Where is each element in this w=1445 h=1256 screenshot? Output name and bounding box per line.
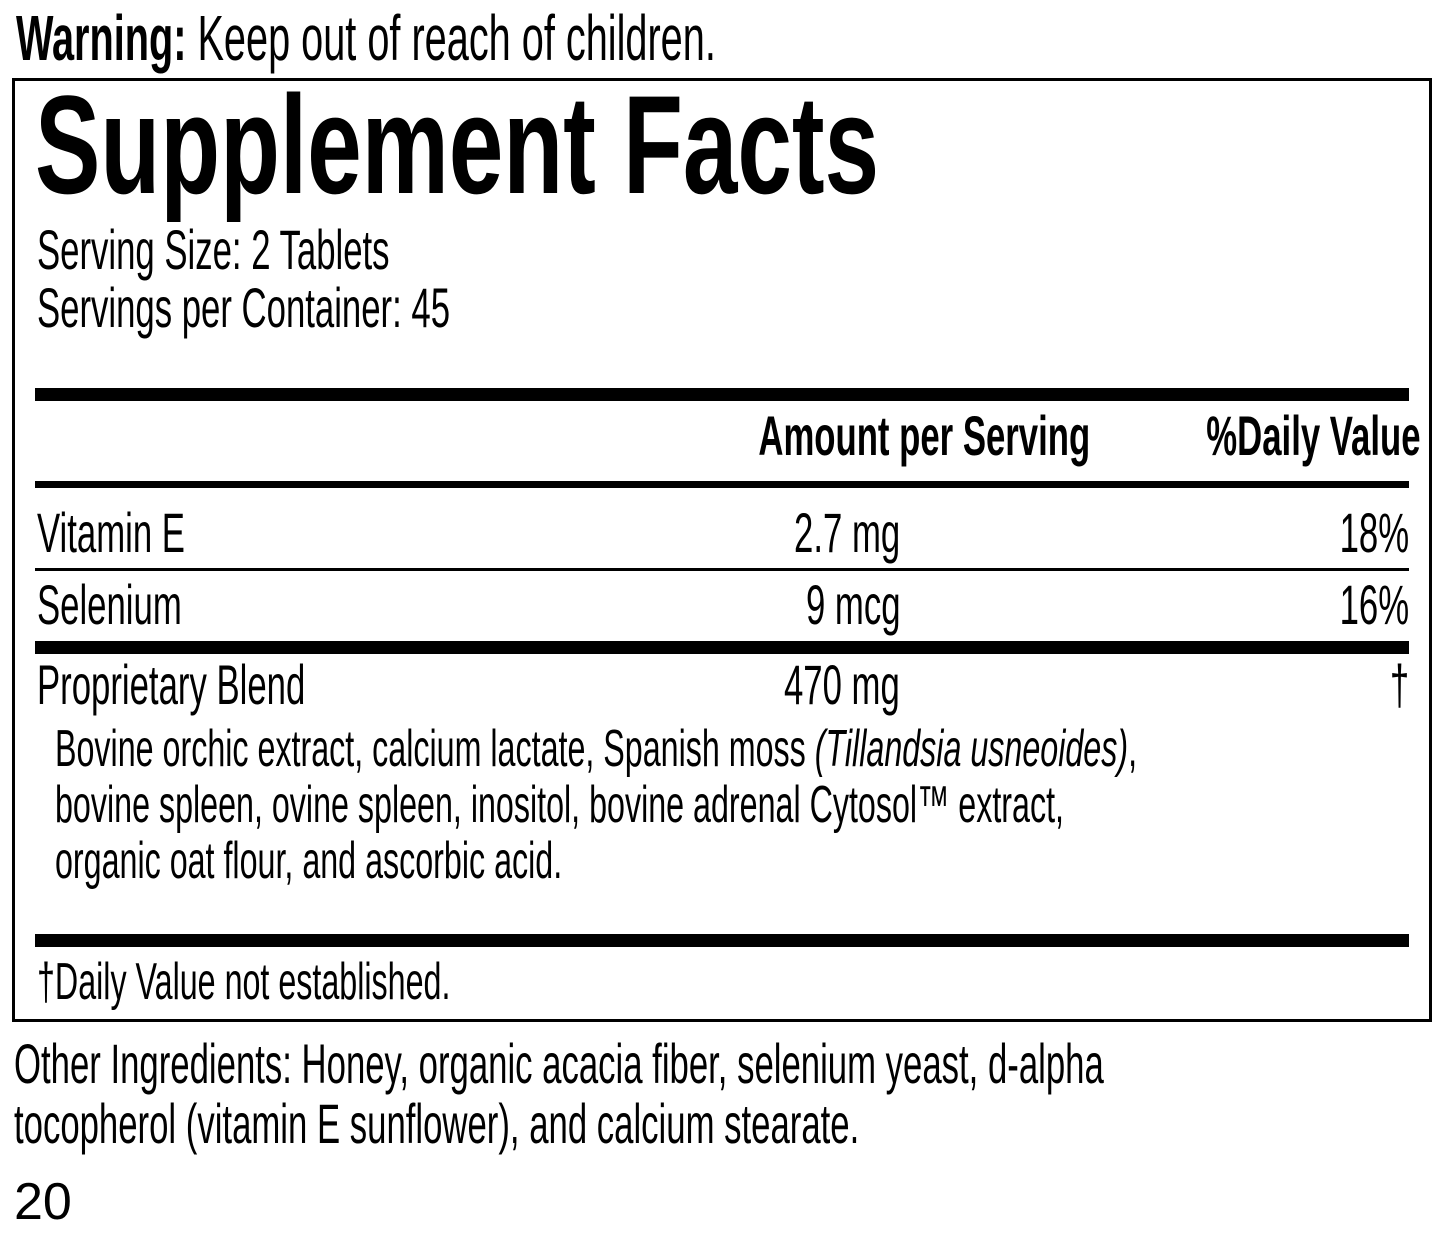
supplement-facts-title: Supplement Facts [35,66,1415,223]
other-ingredients-line-2: tocopherol (vitamin E sunflower), and ca… [14,1094,1434,1154]
blend-line-1-italic: (Tillandsia usneoides) [814,720,1129,778]
rule-above-headers [35,388,1409,401]
nutrient-row-dv-vitamin-e: 18% [1015,499,1409,567]
page-number: 20 [14,1173,72,1231]
blend-ingredients: Bovine orchic extract, calcium lactate, … [55,721,1405,889]
blend-ingredients-line-3: organic oat flour, and ascorbic acid. [55,833,1405,889]
blend-line-2-pre: bovine spleen, ovine spleen, inositol, b… [55,776,1064,834]
supplement-facts-box: Supplement Facts Serving Size: 2 Tablets… [12,66,1432,1022]
blend-amount: 470 mg [784,653,900,716]
header-amount-per-serving-text: Amount per Serving [758,404,1091,467]
warning-label: Warning: [16,2,187,74]
blend-row-dv: † [1015,651,1409,719]
supplement-facts-title-text: Supplement Facts [35,66,880,223]
nutrient-amount-vitamin-e: 2.7 mg [793,501,900,564]
blend-line-1-post: , [1128,720,1138,778]
blend-ingredients-line-1-wrap: Bovine orchic extract, calcium lactate, … [55,721,1137,777]
header-amount-per-serving: Amount per Serving [555,403,1090,469]
rule-above-footnote [35,934,1409,947]
nutrient-row-name-vitamin-e: Vitamin E [37,499,537,567]
nutrient-name-selenium: Selenium [37,573,182,636]
daily-value-footnote-text: †Daily Value not established. [37,953,451,1011]
blend-line-3-pre: organic oat flour, and ascorbic acid. [55,832,563,890]
blend-ingredients-line-1: Bovine orchic extract, calcium lactate, … [55,721,1405,777]
other-ingredients-line-2-text: tocopherol (vitamin E sunflower), and ca… [14,1092,860,1155]
rule-below-headers [35,481,1409,488]
blend-ingredients-line-2: bovine spleen, ovine spleen, inositol, b… [55,777,1405,833]
other-ingredients-line-1-text: Other Ingredients: Honey, organic acacia… [14,1032,1104,1095]
nutrient-row-amount-vitamin-e: 2.7 mg [555,499,900,567]
blend-line-1-pre: Bovine orchic extract, calcium lactate, … [55,720,815,778]
header-daily-value-text: %Daily Value [1206,404,1421,467]
rule-between-nutrients [35,568,1409,571]
other-ingredients: Other Ingredients: Honey, organic acacia… [14,1034,1434,1154]
serving-size-text: Serving Size: 2 Tablets [37,218,390,281]
nutrient-name-vitamin-e: Vitamin E [37,501,185,564]
warning-text: Keep out of reach of children. [197,2,716,74]
servings-per-container-line: Servings per Container: 45 [37,279,703,337]
nutrient-row-amount-selenium: 9 mcg [555,571,900,639]
blend-ingredients-line-3-wrap: organic oat flour, and ascorbic acid. [55,833,562,889]
warning-text-spacer [186,2,197,74]
rule-above-blend [35,641,1409,654]
warning-line: Warning: Keep out of reach of children. [16,6,1145,70]
nutrient-row-name-selenium: Selenium [37,571,537,639]
nutrient-amount-selenium: 9 mcg [805,573,900,636]
daily-value-footnote: †Daily Value not established. [37,953,704,1011]
blend-ingredients-line-2-wrap: bovine spleen, ovine spleen, inositol, b… [55,777,1064,833]
blend-row-name: Proprietary Blend [37,651,537,719]
blend-dv-dagger: † [1389,653,1409,716]
servings-per-container-text: Servings per Container: 45 [37,276,451,339]
nutrient-dv-selenium: 16% [1339,573,1409,636]
header-daily-value: %Daily Value [1075,403,1420,469]
nutrient-dv-vitamin-e: 18% [1339,501,1409,564]
other-ingredients-line-1: Other Ingredients: Honey, organic acacia… [14,1034,1434,1094]
supplement-facts-inner: Supplement Facts Serving Size: 2 Tablets… [15,66,1429,1019]
serving-size-line: Serving Size: 2 Tablets [37,221,703,279]
serving-info: Serving Size: 2 Tablets Servings per Con… [37,221,703,337]
blend-row-amount: 470 mg [555,651,900,719]
nutrient-row-dv-selenium: 16% [1015,571,1409,639]
blend-name: Proprietary Blend [37,653,306,716]
